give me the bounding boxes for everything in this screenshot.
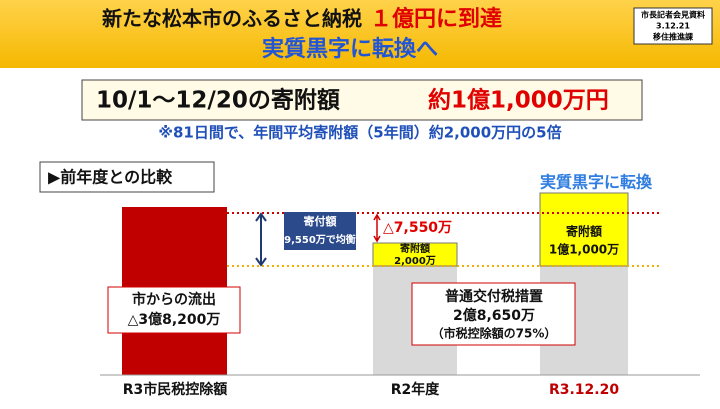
tax-note: （市税控除額の75%） xyxy=(432,326,557,341)
column-label: R2年度 xyxy=(391,381,441,398)
r3-donation-amount: 1億1,000万 xyxy=(549,242,619,257)
outflow-label: 市からの流出 xyxy=(132,291,216,308)
title: 新たな松本市のふるさと納税 xyxy=(102,7,362,31)
r3-donation-bar xyxy=(539,192,629,267)
tax-label: 普通交付税措置 xyxy=(445,288,543,305)
gap-label: △7,550万 xyxy=(383,220,452,236)
r2-donation-bar xyxy=(372,242,458,267)
gap-arrow xyxy=(373,213,381,243)
column-label: R3.12.20 xyxy=(549,382,619,398)
stamp: 市長記者会見資料 xyxy=(641,10,705,20)
tax-amount: 2億8,650万 xyxy=(453,307,535,324)
balance-arrow xyxy=(255,212,267,267)
balance-label: 寄付額 xyxy=(304,214,337,228)
header-band xyxy=(0,0,720,68)
outflow-box xyxy=(107,286,241,334)
headline-period: 10/1～12/20の寄附額 xyxy=(96,87,340,114)
tax-box xyxy=(411,282,576,346)
r3-donation-label: 寄附額 xyxy=(566,224,602,239)
headline-amount: 約1億1,000万円 xyxy=(428,87,609,114)
stamp: 3.12.21 xyxy=(656,22,690,31)
subtitle: 実質黒字に転換へ xyxy=(262,36,438,62)
stamp-box xyxy=(633,7,713,45)
r2-donation-amount: 2,000万 xyxy=(394,255,436,267)
turnaround-label: 実質黒字に転換 xyxy=(540,173,653,192)
title-highlight: １億円に到達 xyxy=(370,6,502,32)
headline-box xyxy=(81,79,643,121)
stamp: 移住推進課 xyxy=(653,32,694,42)
section-label: ▶前年度との比較 xyxy=(48,168,173,187)
note: ※81日間で、年間平均寄附額（5年間）約2,000万円の5倍 xyxy=(158,124,561,142)
r2-donation-label: 寄附額 xyxy=(400,242,430,255)
balance-amount: 9,550万で均衡 xyxy=(284,233,356,246)
column-label: R3市民税控除額 xyxy=(123,381,228,398)
balance-box xyxy=(284,212,356,250)
section-box xyxy=(39,161,215,193)
outflow-amount: △3億8,200万 xyxy=(128,311,221,328)
